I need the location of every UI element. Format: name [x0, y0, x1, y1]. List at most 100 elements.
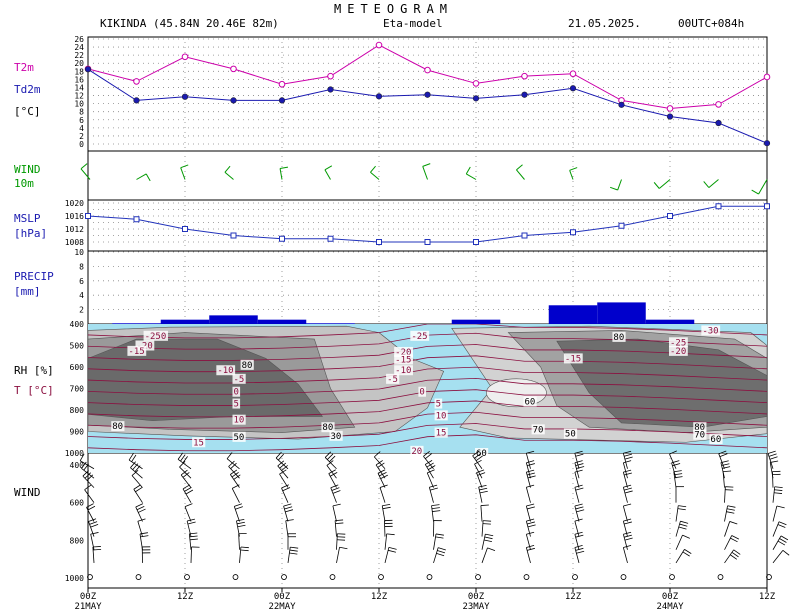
profile-barb	[431, 504, 441, 522]
profile-barb-flag	[187, 521, 196, 525]
wind10-barb-shaft	[516, 169, 525, 180]
profile-barb-flag	[379, 472, 387, 477]
precip-tick-label: 2	[79, 306, 84, 315]
profile-barb-shaft	[622, 487, 628, 503]
contour-label-bg	[669, 345, 688, 356]
precip-tick-label: 6	[79, 277, 84, 286]
profile-barb-shaft	[131, 475, 143, 488]
mslp-tick-label: 1016	[65, 212, 84, 221]
rh-contour-label: 80	[613, 333, 624, 343]
profile-barb-shaft	[279, 473, 289, 488]
calm-circle	[620, 574, 627, 580]
x-tick-label: 00Z	[468, 592, 485, 602]
isotherm-label: 0	[419, 388, 424, 398]
profile-barb	[574, 469, 583, 488]
rh-contour-label: 50	[565, 430, 576, 440]
profile-barb	[131, 469, 143, 488]
profile-barb-flag	[526, 450, 535, 454]
profile-barb-flag	[231, 472, 239, 478]
mslp-point	[279, 235, 285, 242]
profile-barb-flag	[777, 540, 786, 546]
profile-barb	[239, 546, 249, 563]
temp-tick-label: 2	[79, 132, 84, 141]
profile-barb-flag	[719, 453, 728, 458]
profile-barb-flag	[574, 469, 583, 473]
isotherm-line	[88, 411, 767, 429]
x-tick-label: 00Z	[662, 592, 679, 602]
profile-barb-flag	[487, 547, 496, 552]
level-tick-label: 600	[70, 363, 85, 372]
profile-barb	[88, 518, 99, 537]
isotherm-label: 10	[234, 416, 245, 426]
wind10-barb-shaft	[224, 171, 234, 180]
profile-barb-shaft	[772, 535, 782, 550]
profile-barb-flag	[684, 549, 692, 554]
profile-barb-flag	[730, 537, 738, 543]
profile-barb-flag	[526, 503, 535, 507]
profile-barb-flag	[88, 518, 97, 522]
profile-barb	[622, 518, 632, 537]
profile-barb-shaft	[226, 458, 240, 470]
profile-barb-flag	[680, 520, 689, 524]
contour-label-bg	[434, 410, 448, 421]
mslp-point	[230, 232, 237, 239]
profile-barb	[188, 532, 198, 550]
profile-barb-flag	[429, 484, 438, 488]
wind10-barb-flag	[569, 167, 578, 171]
profile-barb	[772, 505, 785, 522]
profile-barb	[226, 452, 240, 470]
profile-barb-flag	[720, 460, 729, 463]
profile-barb-flag	[780, 535, 789, 541]
profile-barb	[724, 549, 741, 564]
profile-barb-flag	[388, 547, 397, 550]
profile-barb-flag	[335, 519, 344, 522]
calm-circle	[184, 574, 190, 580]
profile-barb	[81, 461, 95, 479]
profile-barb-flag	[779, 538, 787, 543]
profile-barb-flag	[131, 454, 137, 462]
profile-barb-flag	[382, 506, 391, 510]
temp-tick-label: 4	[79, 124, 84, 133]
calm-circle	[426, 574, 433, 580]
wind10-barb-flag	[80, 163, 88, 170]
profile-barb	[772, 521, 787, 537]
mslp-point	[473, 239, 479, 245]
profile-barb-flag	[230, 469, 238, 475]
profile-barb	[433, 520, 442, 537]
contour-label-bg	[232, 431, 246, 442]
profile-barb-flag	[290, 546, 299, 549]
isotherm-label: -10	[395, 366, 411, 376]
mslp-point	[667, 213, 673, 219]
profile-barb-flag	[774, 489, 783, 491]
profile-barb	[86, 503, 96, 522]
profile-barb-shaft	[281, 487, 289, 503]
profile-barb-flag	[379, 484, 388, 488]
td2m-point	[569, 85, 577, 92]
wind10-barb-flag	[180, 164, 189, 169]
contour-label-bg	[563, 428, 578, 439]
profile-barb-flag	[476, 469, 485, 473]
contour-label-bg	[386, 373, 400, 384]
profile-barb-shaft	[525, 547, 531, 564]
contour-label-bg	[410, 330, 430, 341]
profile-barb-flag	[332, 490, 341, 494]
profile-barb-flag	[132, 463, 139, 470]
mslp-point	[715, 203, 722, 210]
profile-tick-label: 400	[70, 461, 85, 470]
profile-barb-shaft	[478, 486, 483, 503]
profile-barb	[233, 503, 243, 522]
x-tick-label: 00Z	[80, 592, 97, 602]
wind10-barb-shaft	[324, 169, 331, 180]
wind10-barb	[465, 166, 477, 180]
t2m-point	[181, 53, 189, 61]
isotherm-line	[88, 434, 767, 452]
profile-barb-shaft	[724, 521, 731, 537]
wind10-barb-flag	[370, 165, 376, 173]
profile-barb-flag	[139, 532, 148, 535]
x-day-label: 21MAY	[74, 602, 102, 612]
td2m-point	[278, 97, 286, 104]
profile-barb	[379, 484, 388, 503]
profile-barb	[673, 470, 683, 488]
wind10-barb-flag	[751, 189, 759, 195]
profile-barb-flag	[576, 466, 585, 469]
